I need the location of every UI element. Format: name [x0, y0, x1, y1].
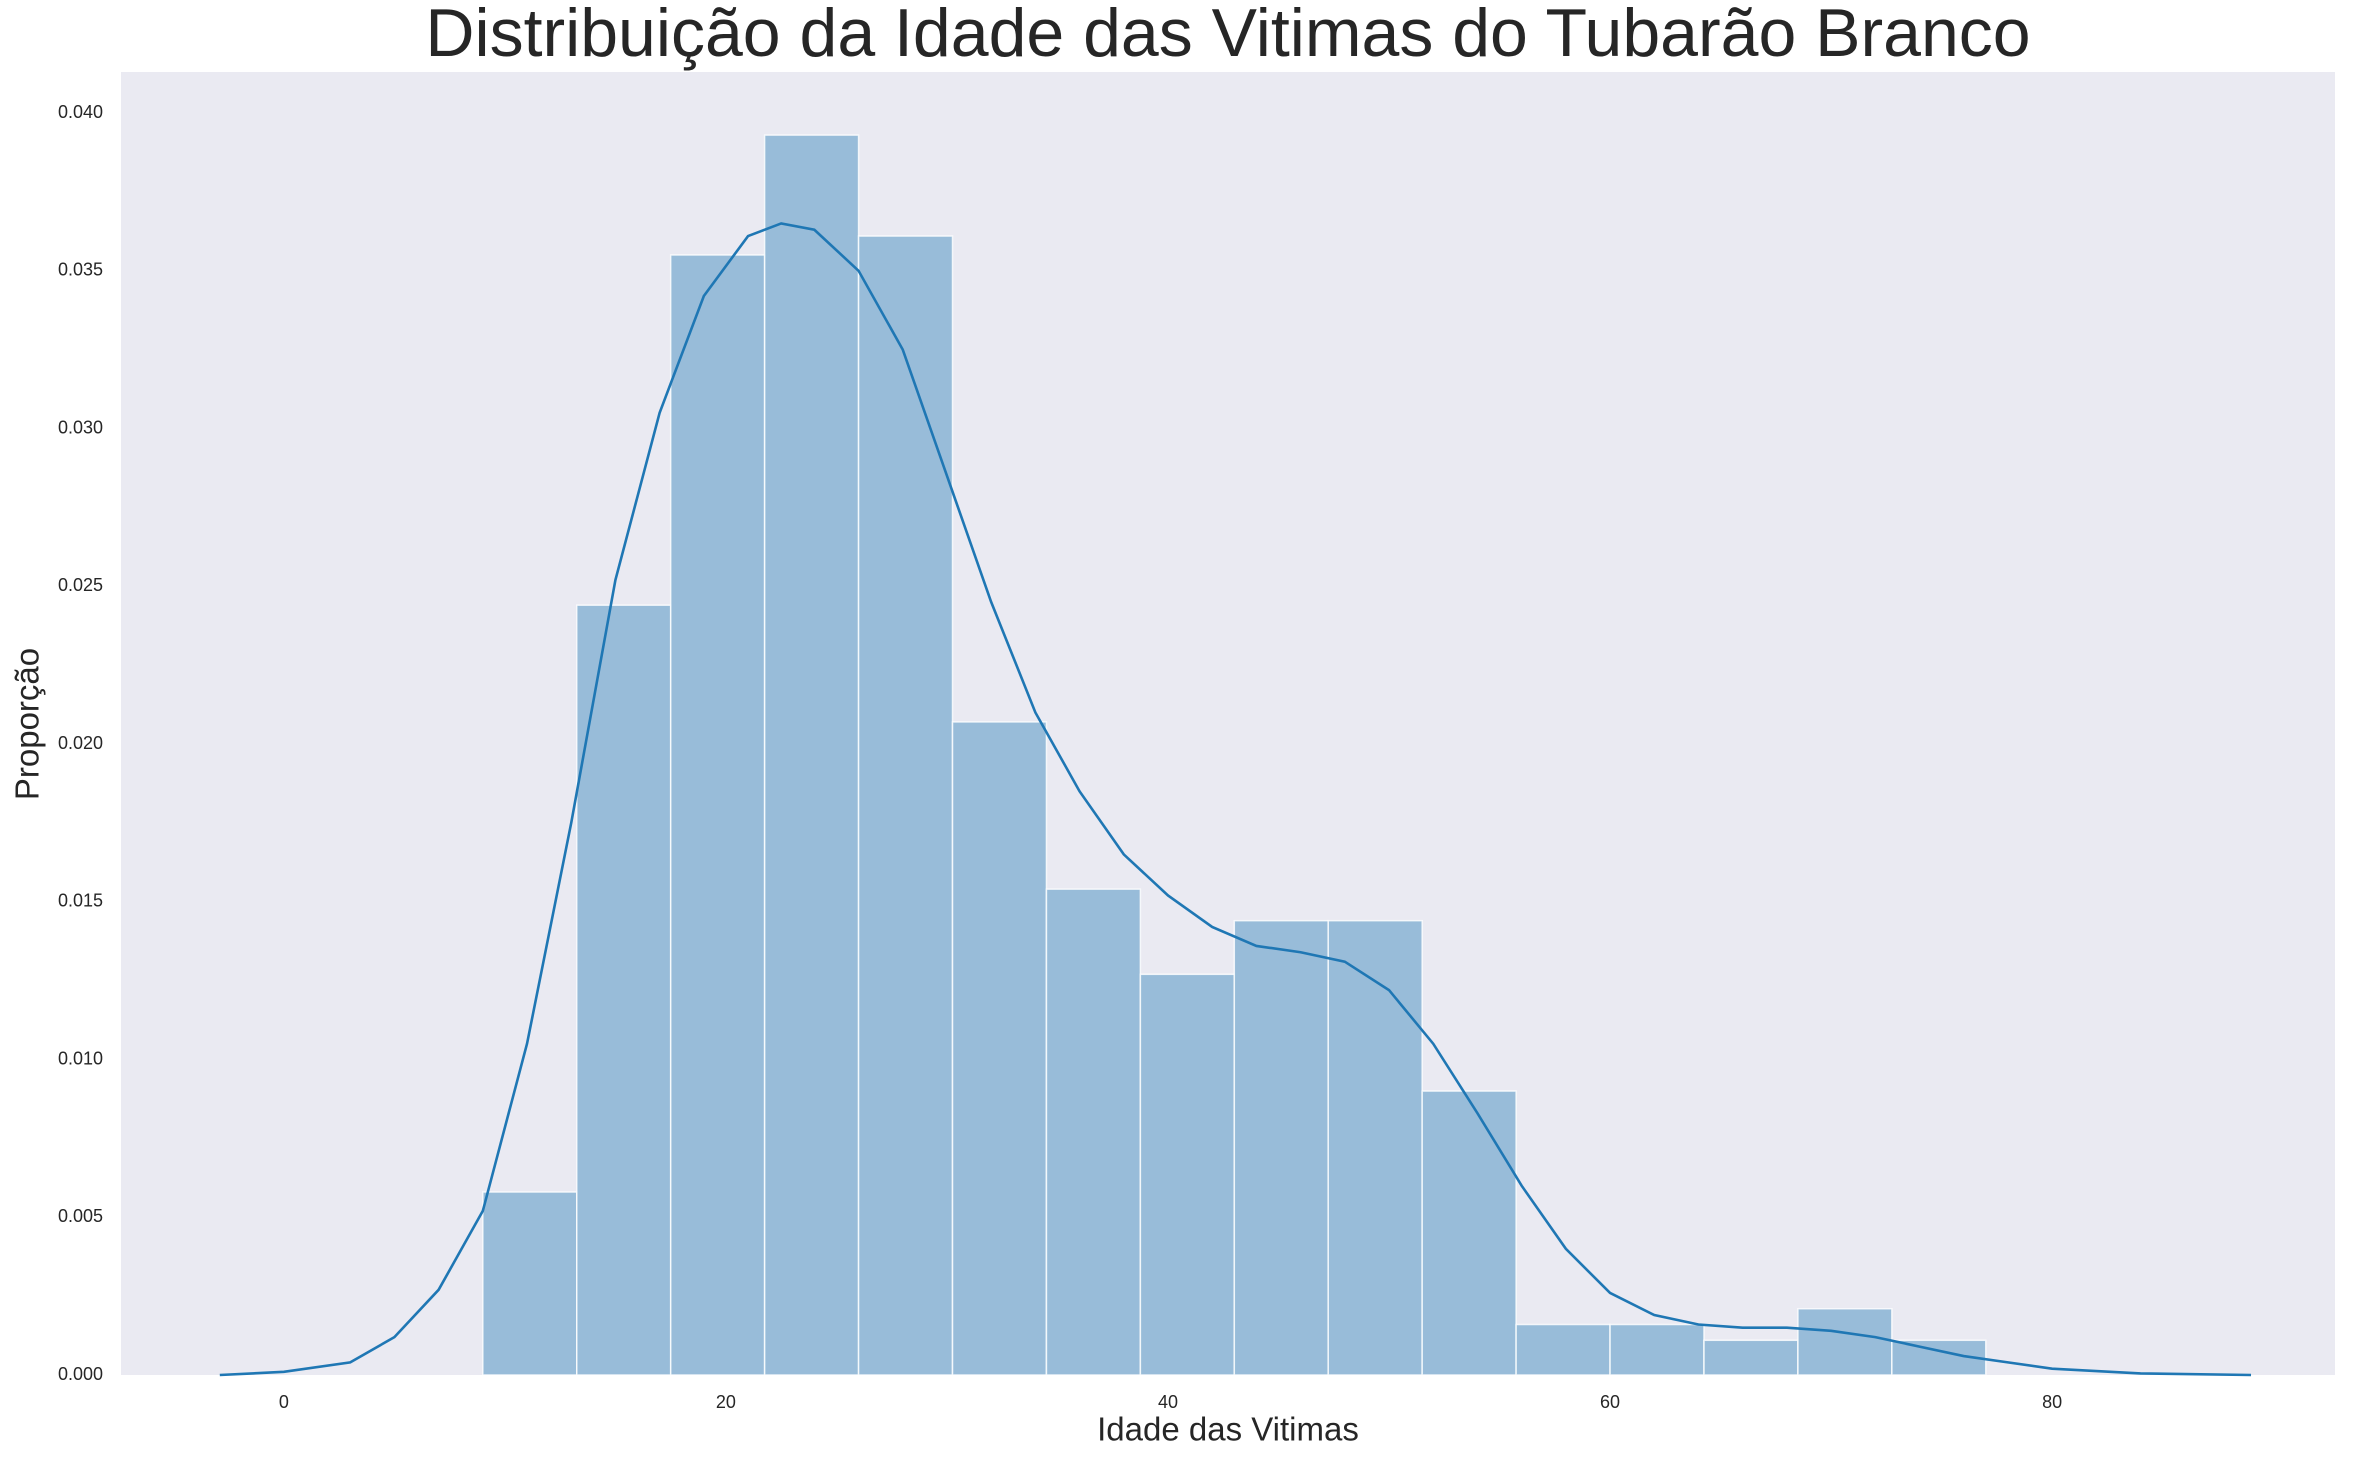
y-tick-label: 0.005: [58, 1206, 103, 1226]
histogram-bar: [482, 1191, 578, 1376]
histogram-bar: [763, 134, 860, 1376]
histogram-bar: [576, 604, 672, 1376]
histogram-bar: [1233, 919, 1329, 1376]
histogram-bar: [1703, 1339, 1799, 1376]
kde-line: [219, 222, 2252, 1377]
y-tick-label: 0.000: [58, 1364, 103, 1384]
x-axis-label: Idade das Vitimas: [1097, 1411, 1359, 1448]
histogram-bar: [857, 235, 954, 1376]
histogram-bar: [669, 254, 766, 1376]
y-tick-label: 0.020: [58, 733, 103, 753]
y-tick-label: 0.015: [58, 891, 103, 911]
x-tick-label: 20: [716, 1392, 736, 1412]
x-tick-label: 0: [279, 1392, 289, 1412]
y-tick-label: 0.025: [58, 575, 103, 595]
histogram-bar: [951, 721, 1048, 1376]
histogram-bar: [1045, 888, 1142, 1376]
x-tick-label: 60: [1600, 1392, 1620, 1412]
y-tick-label: 0.040: [58, 102, 103, 122]
y-axis-label: Proporção: [9, 648, 46, 800]
histogram-bar: [1327, 919, 1423, 1376]
histogram-bar: [1609, 1323, 1705, 1376]
x-tick-label: 40: [1158, 1392, 1178, 1412]
y-tick-label: 0.030: [58, 417, 103, 437]
x-tick-label: 80: [2042, 1392, 2062, 1412]
y-tick-label: 0.035: [58, 260, 103, 280]
histogram-bar: [1421, 1090, 1517, 1376]
histogram-bar: [1515, 1323, 1611, 1376]
histogram-bar: [1797, 1307, 1893, 1376]
y-tick-label: 0.010: [58, 1048, 103, 1068]
chart-title: Distribuição da Idade das Vitimas do Tub…: [425, 0, 2030, 71]
plot-background: [121, 72, 2335, 1375]
histogram-bar: [1139, 973, 1236, 1376]
